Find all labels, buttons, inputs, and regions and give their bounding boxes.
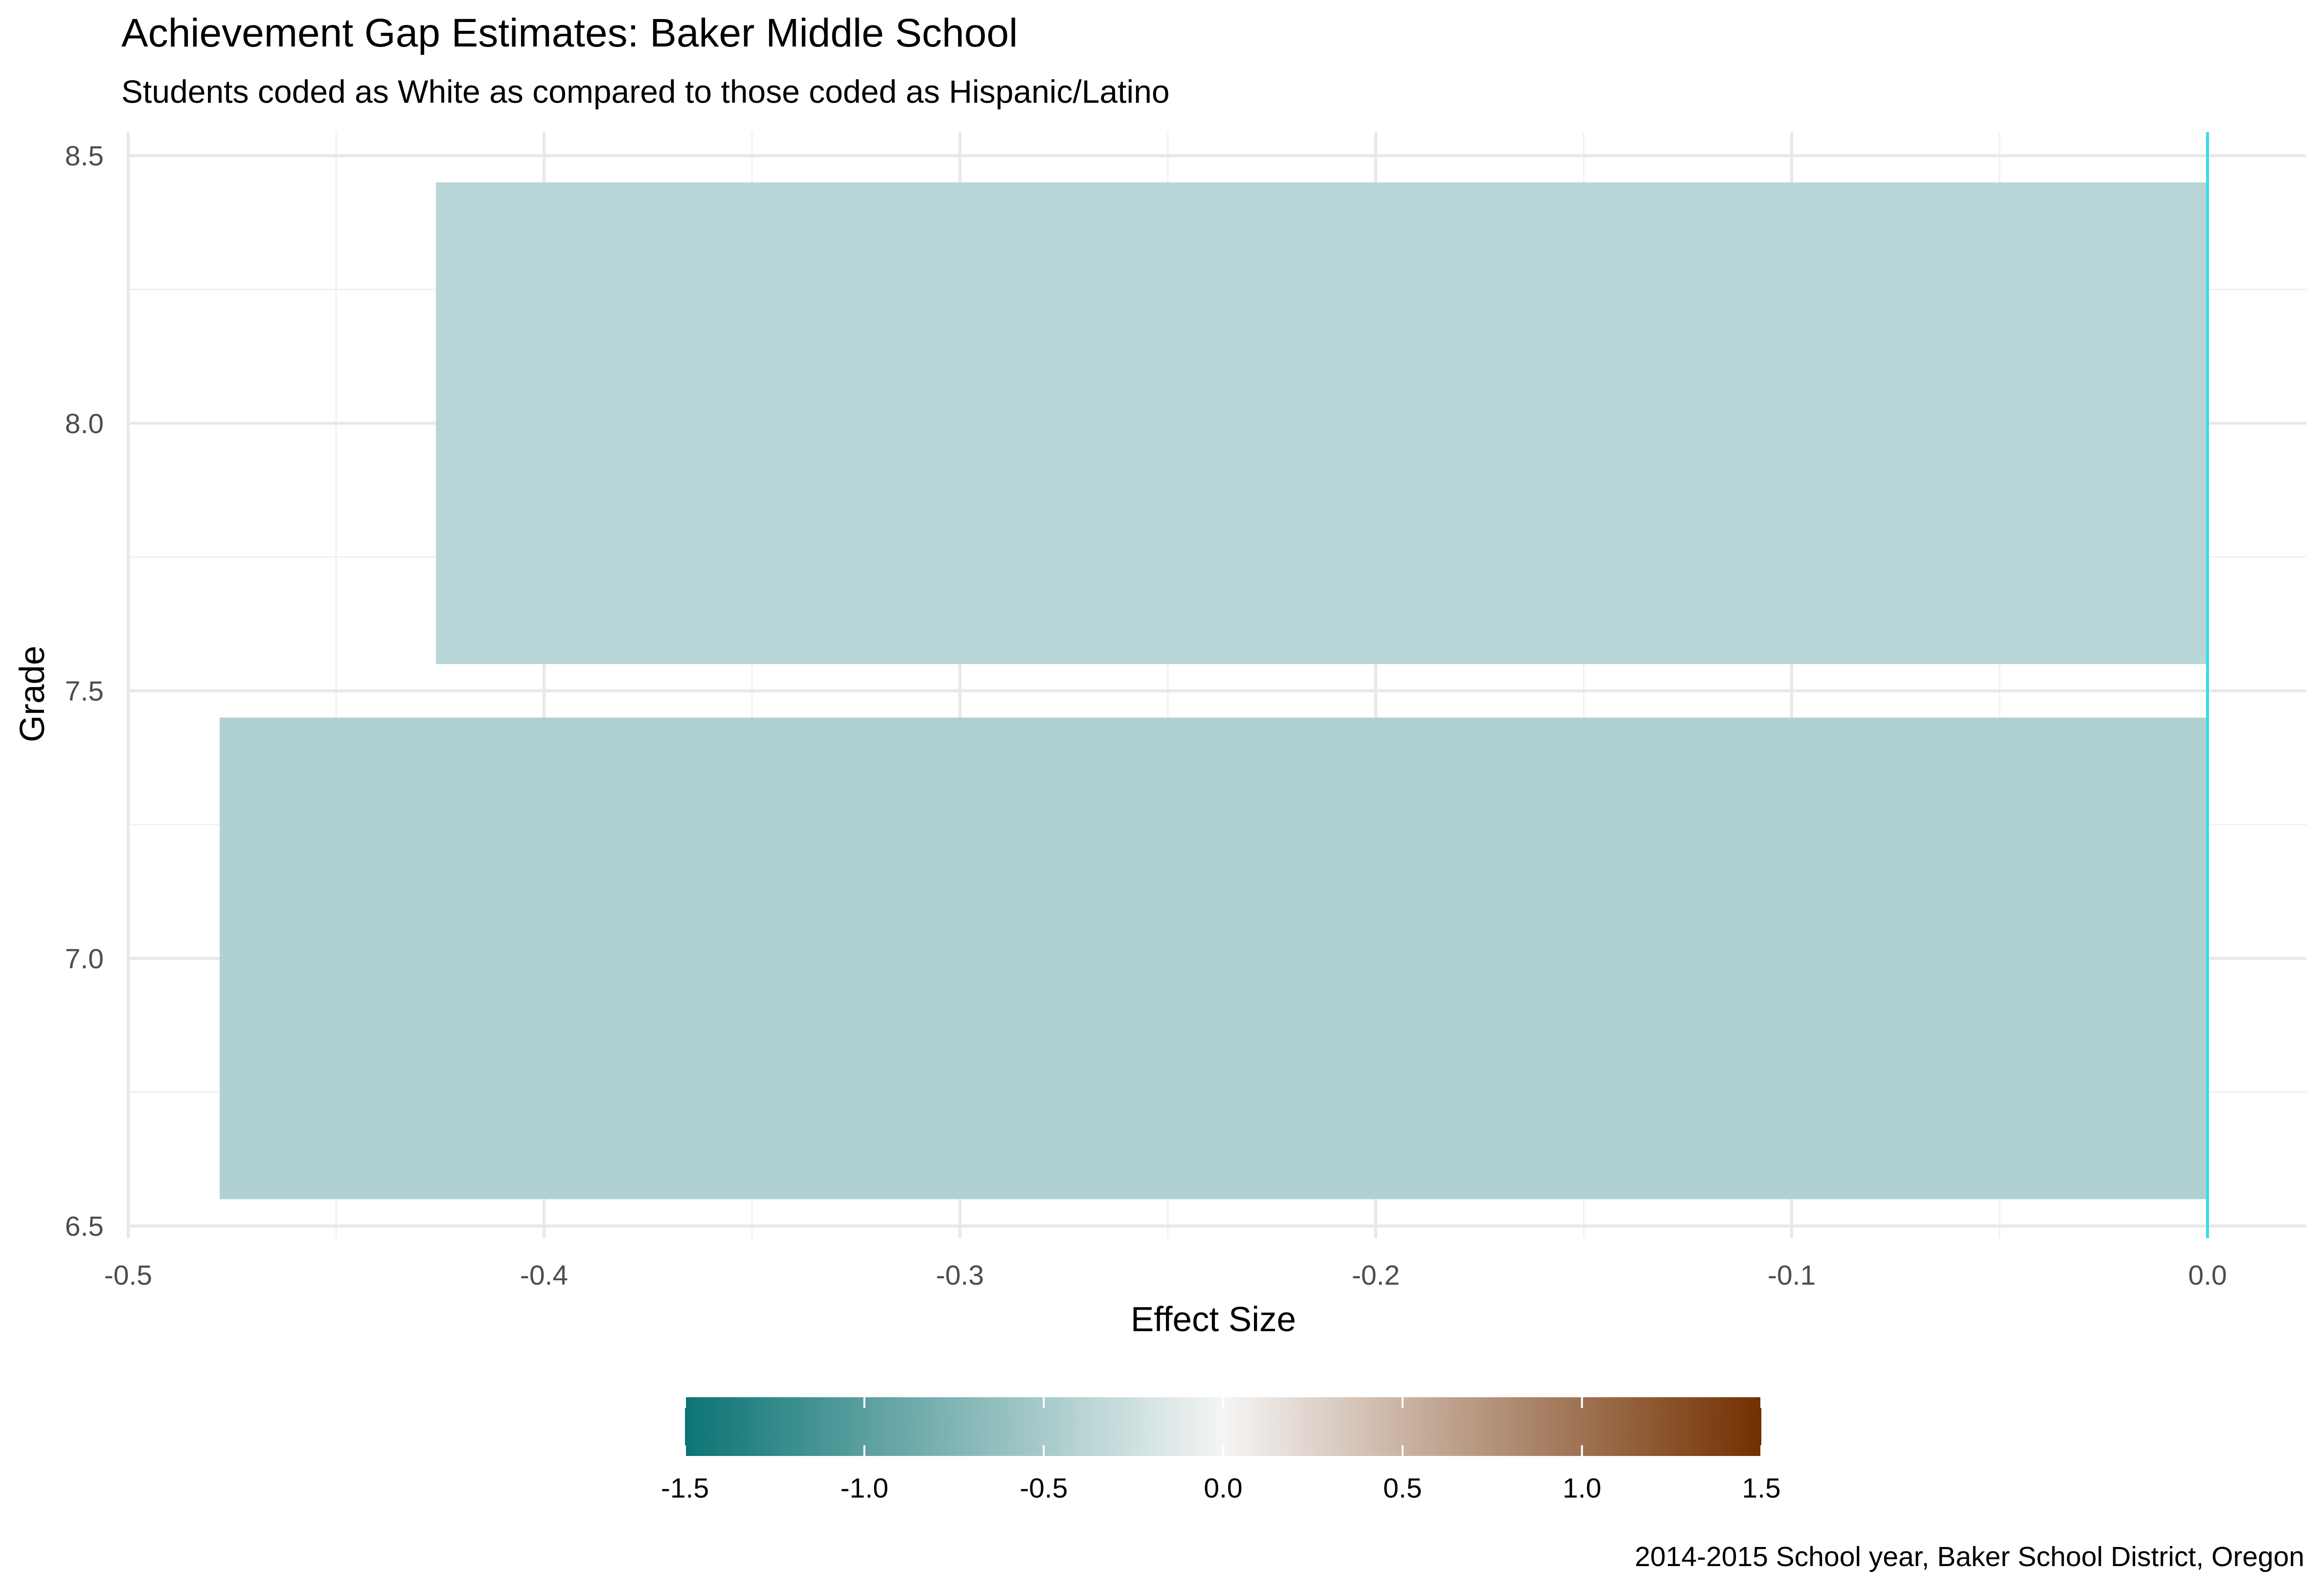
chart-title: Achievement Gap Estimates: Baker Middle … <box>121 11 1018 55</box>
y-tick-label: 6.5 <box>65 1211 104 1242</box>
caption: 2014-2015 School year, Baker School Dist… <box>1635 1541 2304 1572</box>
x-tick-label: -0.1 <box>1768 1260 1816 1291</box>
colorbar-tick-label: 0.0 <box>1204 1473 1242 1504</box>
colorbar-tick-label: -1.0 <box>841 1473 889 1504</box>
bar-grade-7 <box>220 717 2208 1200</box>
legend-colorbar: -1.5 -1.0 -0.5 0.0 0.5 1.0 1.5 <box>661 1397 1781 1504</box>
chart-subtitle: Students coded as White as compared to t… <box>121 73 1170 110</box>
bars <box>220 182 2208 1200</box>
y-tick-label: 7.0 <box>65 943 104 974</box>
x-tick-label: -0.2 <box>1352 1260 1400 1291</box>
x-tick-labels: -0.5 -0.4 -0.3 -0.2 -0.1 0.0 <box>104 1260 2227 1291</box>
colorbar-tick-label: 1.0 <box>1563 1473 1601 1504</box>
x-tick-label: -0.4 <box>520 1260 568 1291</box>
x-tick-label: 0.0 <box>2188 1260 2227 1291</box>
y-tick-label: 8.5 <box>65 140 104 172</box>
x-tick-label: -0.3 <box>936 1260 984 1291</box>
bar-grade-8 <box>436 182 2208 664</box>
colorbar-tick-label: -0.5 <box>1020 1473 1068 1504</box>
x-tick-label: -0.5 <box>104 1260 152 1291</box>
y-tick-label: 8.0 <box>65 408 104 439</box>
colorbar-tick-label: -1.5 <box>661 1473 709 1504</box>
y-axis-title: Grade <box>13 646 52 742</box>
y-tick-label: 7.5 <box>65 676 104 707</box>
y-tick-labels: 6.5 7.0 7.5 8.0 8.5 <box>65 140 104 1242</box>
x-axis-title: Effect Size <box>1131 1300 1296 1339</box>
colorbar-tick-label: 1.5 <box>1742 1473 1780 1504</box>
colorbar-tick-label: 0.5 <box>1383 1473 1422 1504</box>
